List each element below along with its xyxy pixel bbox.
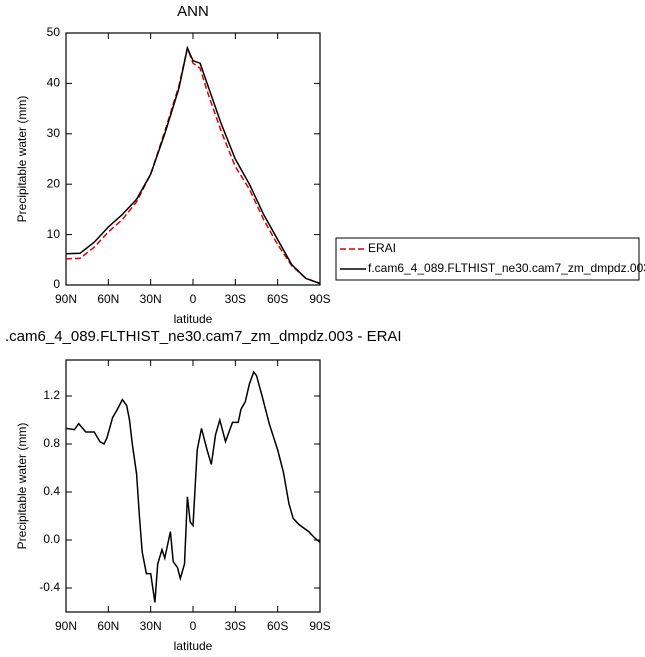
x-tick-label: 30S <box>225 292 246 306</box>
x-tick-label: 30N <box>140 619 162 633</box>
x-tick-label: 0 <box>190 292 197 306</box>
x-axis-label: latitude <box>174 312 213 326</box>
x-tick-label: 60N <box>97 619 119 633</box>
y-tick-label: 40 <box>47 76 61 90</box>
x-tick-label: 60S <box>267 619 288 633</box>
x-axis-label: latitude <box>174 639 213 653</box>
y-axis-label: Precipitable water (mm) <box>15 96 29 223</box>
legend-box <box>335 237 640 281</box>
data-line <box>65 45 321 285</box>
y-tick-label: -0.4 <box>39 580 60 594</box>
y-tick-label: 20 <box>47 176 61 190</box>
data-line <box>65 370 321 603</box>
x-tick-label: 90N <box>55 619 77 633</box>
plot-frame <box>65 359 321 613</box>
y-tick-label: 0.0 <box>43 532 60 546</box>
data-line <box>65 45 321 285</box>
y-tick-label: 0.4 <box>43 484 60 498</box>
x-tick-label: 30N <box>140 292 162 306</box>
y-tick-label: 50 <box>47 25 61 39</box>
y-tick-label: 0 <box>53 277 60 291</box>
y-tick-label: 0.8 <box>43 436 60 450</box>
x-tick-label: 60S <box>267 292 288 306</box>
y-axis-label: Precipitable water (mm) <box>15 423 29 550</box>
y-tick-label: 1.2 <box>43 388 60 402</box>
x-tick-label: 90S <box>309 292 330 306</box>
chart-title: .cam6_4_089.FLTHIST_ne30.cam7_zm_dmpdz.0… <box>5 328 402 345</box>
legend-label: ERAI <box>368 241 396 255</box>
x-tick-label: 90N <box>55 292 77 306</box>
y-tick-label: 30 <box>47 126 61 140</box>
x-tick-label: 0 <box>190 619 197 633</box>
chart-title: ANN <box>177 3 209 20</box>
x-tick-label: 60N <box>97 292 119 306</box>
y-tick-label: 10 <box>47 227 61 241</box>
x-tick-label: 90S <box>309 619 330 633</box>
legend-label: f.cam6_4_089.FLTHIST_ne30.cam7_zm_dmpdz.… <box>368 261 645 275</box>
x-tick-label: 30S <box>225 619 246 633</box>
